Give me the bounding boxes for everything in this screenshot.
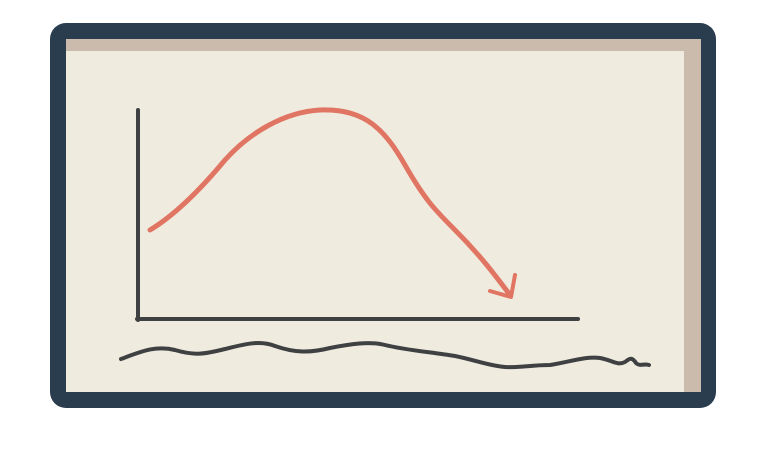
board xyxy=(66,39,701,392)
board-frame xyxy=(50,23,716,408)
arrowhead-icon xyxy=(488,273,517,299)
scribble-line xyxy=(119,340,651,370)
board-surface xyxy=(66,51,684,392)
trend-curve xyxy=(147,107,513,298)
